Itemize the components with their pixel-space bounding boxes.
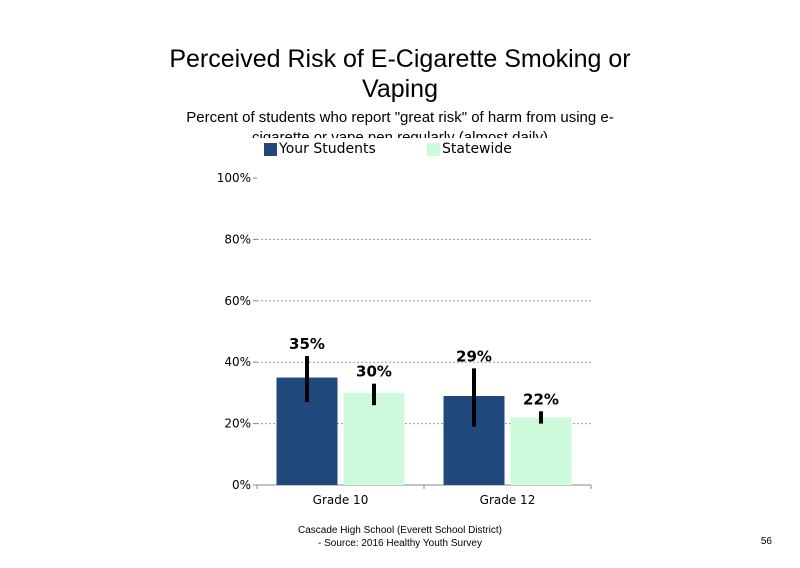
chart-title: Perceived Risk of E-Cigarette Smoking or…: [169, 45, 631, 103]
data-label: 22%: [523, 390, 559, 408]
bar: [343, 392, 405, 485]
data-label: 35%: [289, 335, 325, 353]
legend-label-your-students: Your Students: [279, 141, 376, 157]
legend-item-statewide: Statewide: [427, 140, 512, 158]
legend-item-your-students: Your Students: [264, 140, 376, 158]
legend-swatch-your-students: [264, 142, 277, 156]
chart-subtitle: Percent of students who report "great ri…: [186, 109, 614, 138]
legend-swatch-statewide: [427, 142, 440, 156]
x-tick-label: Grade 10: [313, 493, 369, 507]
page-number: 56: [760, 536, 772, 547]
legend: Your Students Statewide: [0, 140, 800, 158]
y-tick-label: 0%: [232, 478, 251, 492]
footer-survey-source: - Source: 2016 Healthy Youth Survey: [318, 538, 482, 549]
footer-source: Cascade High School (Everett School Dist…: [250, 524, 550, 550]
data-label: 29%: [456, 347, 492, 365]
y-tick-label: 40%: [224, 355, 251, 369]
y-tick-label: 80%: [224, 232, 251, 246]
bar: [510, 417, 572, 485]
footer-school: Cascade High School (Everett School Dist…: [298, 525, 502, 536]
x-tick-label: Grade 12: [480, 493, 536, 507]
y-tick-label: 20%: [224, 417, 251, 431]
data-label: 30%: [356, 363, 392, 381]
y-tick-label: 60%: [224, 294, 251, 308]
legend-label-statewide: Statewide: [442, 141, 512, 157]
y-tick-label: 100%: [217, 171, 251, 185]
